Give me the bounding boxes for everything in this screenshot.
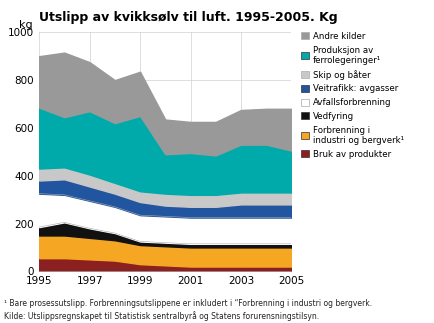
Text: ¹ Bare prosessutslipp. Forbrenningsutslippene er inkludert i “Forbrenning i indu: ¹ Bare prosessutslipp. Forbrenningsutsli… <box>4 299 372 321</box>
Legend: Andre kilder, Produksjon av
ferrolegeringer¹, Skip og båter, Veitrafikk: avgasse: Andre kilder, Produksjon av ferrolegerin… <box>300 32 403 159</box>
Text: Utslipp av kvikksølv til luft. 1995-2005. Kg: Utslipp av kvikksølv til luft. 1995-2005… <box>39 11 337 24</box>
Text: kg: kg <box>19 20 33 30</box>
